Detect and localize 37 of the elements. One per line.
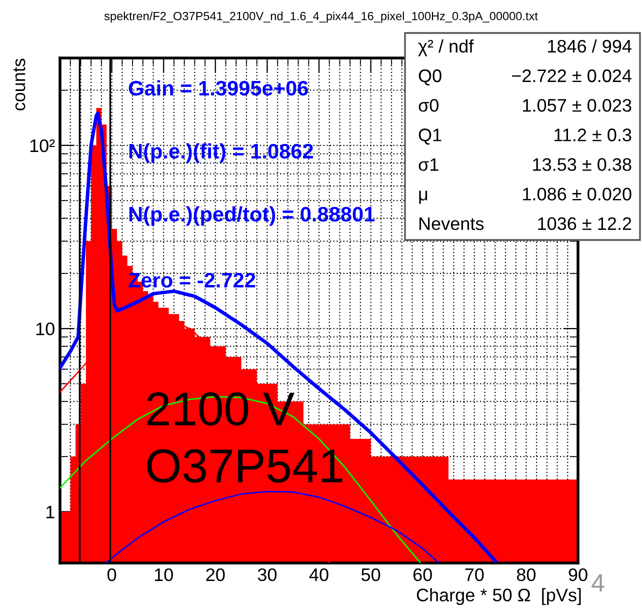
annotation: Q1 [418,128,442,145]
annotation: Gain = 1.3995e+06 [128,80,308,96]
text: χ² / ndf [418,39,474,56]
annotation: σ1 [418,158,438,171]
text: 4 [592,574,604,592]
y-axis-title: counts [13,58,26,110]
y-tick-label: 10 [36,322,54,336]
annotation: Q0 [418,69,442,86]
x-axis-title: Charge * 50 Ω [pVs] [416,588,581,605]
annotation: σ0 [418,98,438,112]
x-tick-label: 0 [107,568,116,582]
y-tick-label: 1 [46,506,54,518]
x-tick-label: 80 [516,568,536,582]
annotation: 1.086 ± 0.020 [523,188,632,200]
annotation: Nevents [419,217,484,230]
annotation: −2.722 ± 0.024 [512,69,632,82]
x-tick-label: 90 [568,568,588,582]
x-tick-label: 70 [465,568,484,582]
annotation: 11.2 ± 0.3 [554,128,632,142]
line-series [60,111,497,562]
annotation: 1.057 ± 0.023 [523,98,632,112]
x-tick-label: 10 [154,568,173,582]
chart-title: spektren/F2_O37P541_2100V_nd_1.6_4_pix44_16_pixel_100Hz_0.3pA_00000.txt [104,12,538,23]
x-tick-label: 40 [309,568,328,582]
annotation: N(p.e.)(fit) = 1.0862 [129,143,313,163]
annotation: 13.53 ± 0.38 [533,158,632,171]
x-tick-label: 30 [258,568,277,582]
text: 1846 / 994 [548,39,632,53]
y-tick-label: 10² [30,139,55,152]
annotation: N(p.e.)(ped/tot) = 0.88801 [129,206,375,226]
x-tick-label: 60 [413,568,432,582]
x-tick-label: 50 [361,568,380,582]
annotation: 1036 ± 12.2 [538,217,632,230]
x-tick-label: 20 [206,568,225,582]
annotation: O37P541 [147,449,342,483]
line-series [106,490,439,563]
annotation: μ [419,190,428,204]
